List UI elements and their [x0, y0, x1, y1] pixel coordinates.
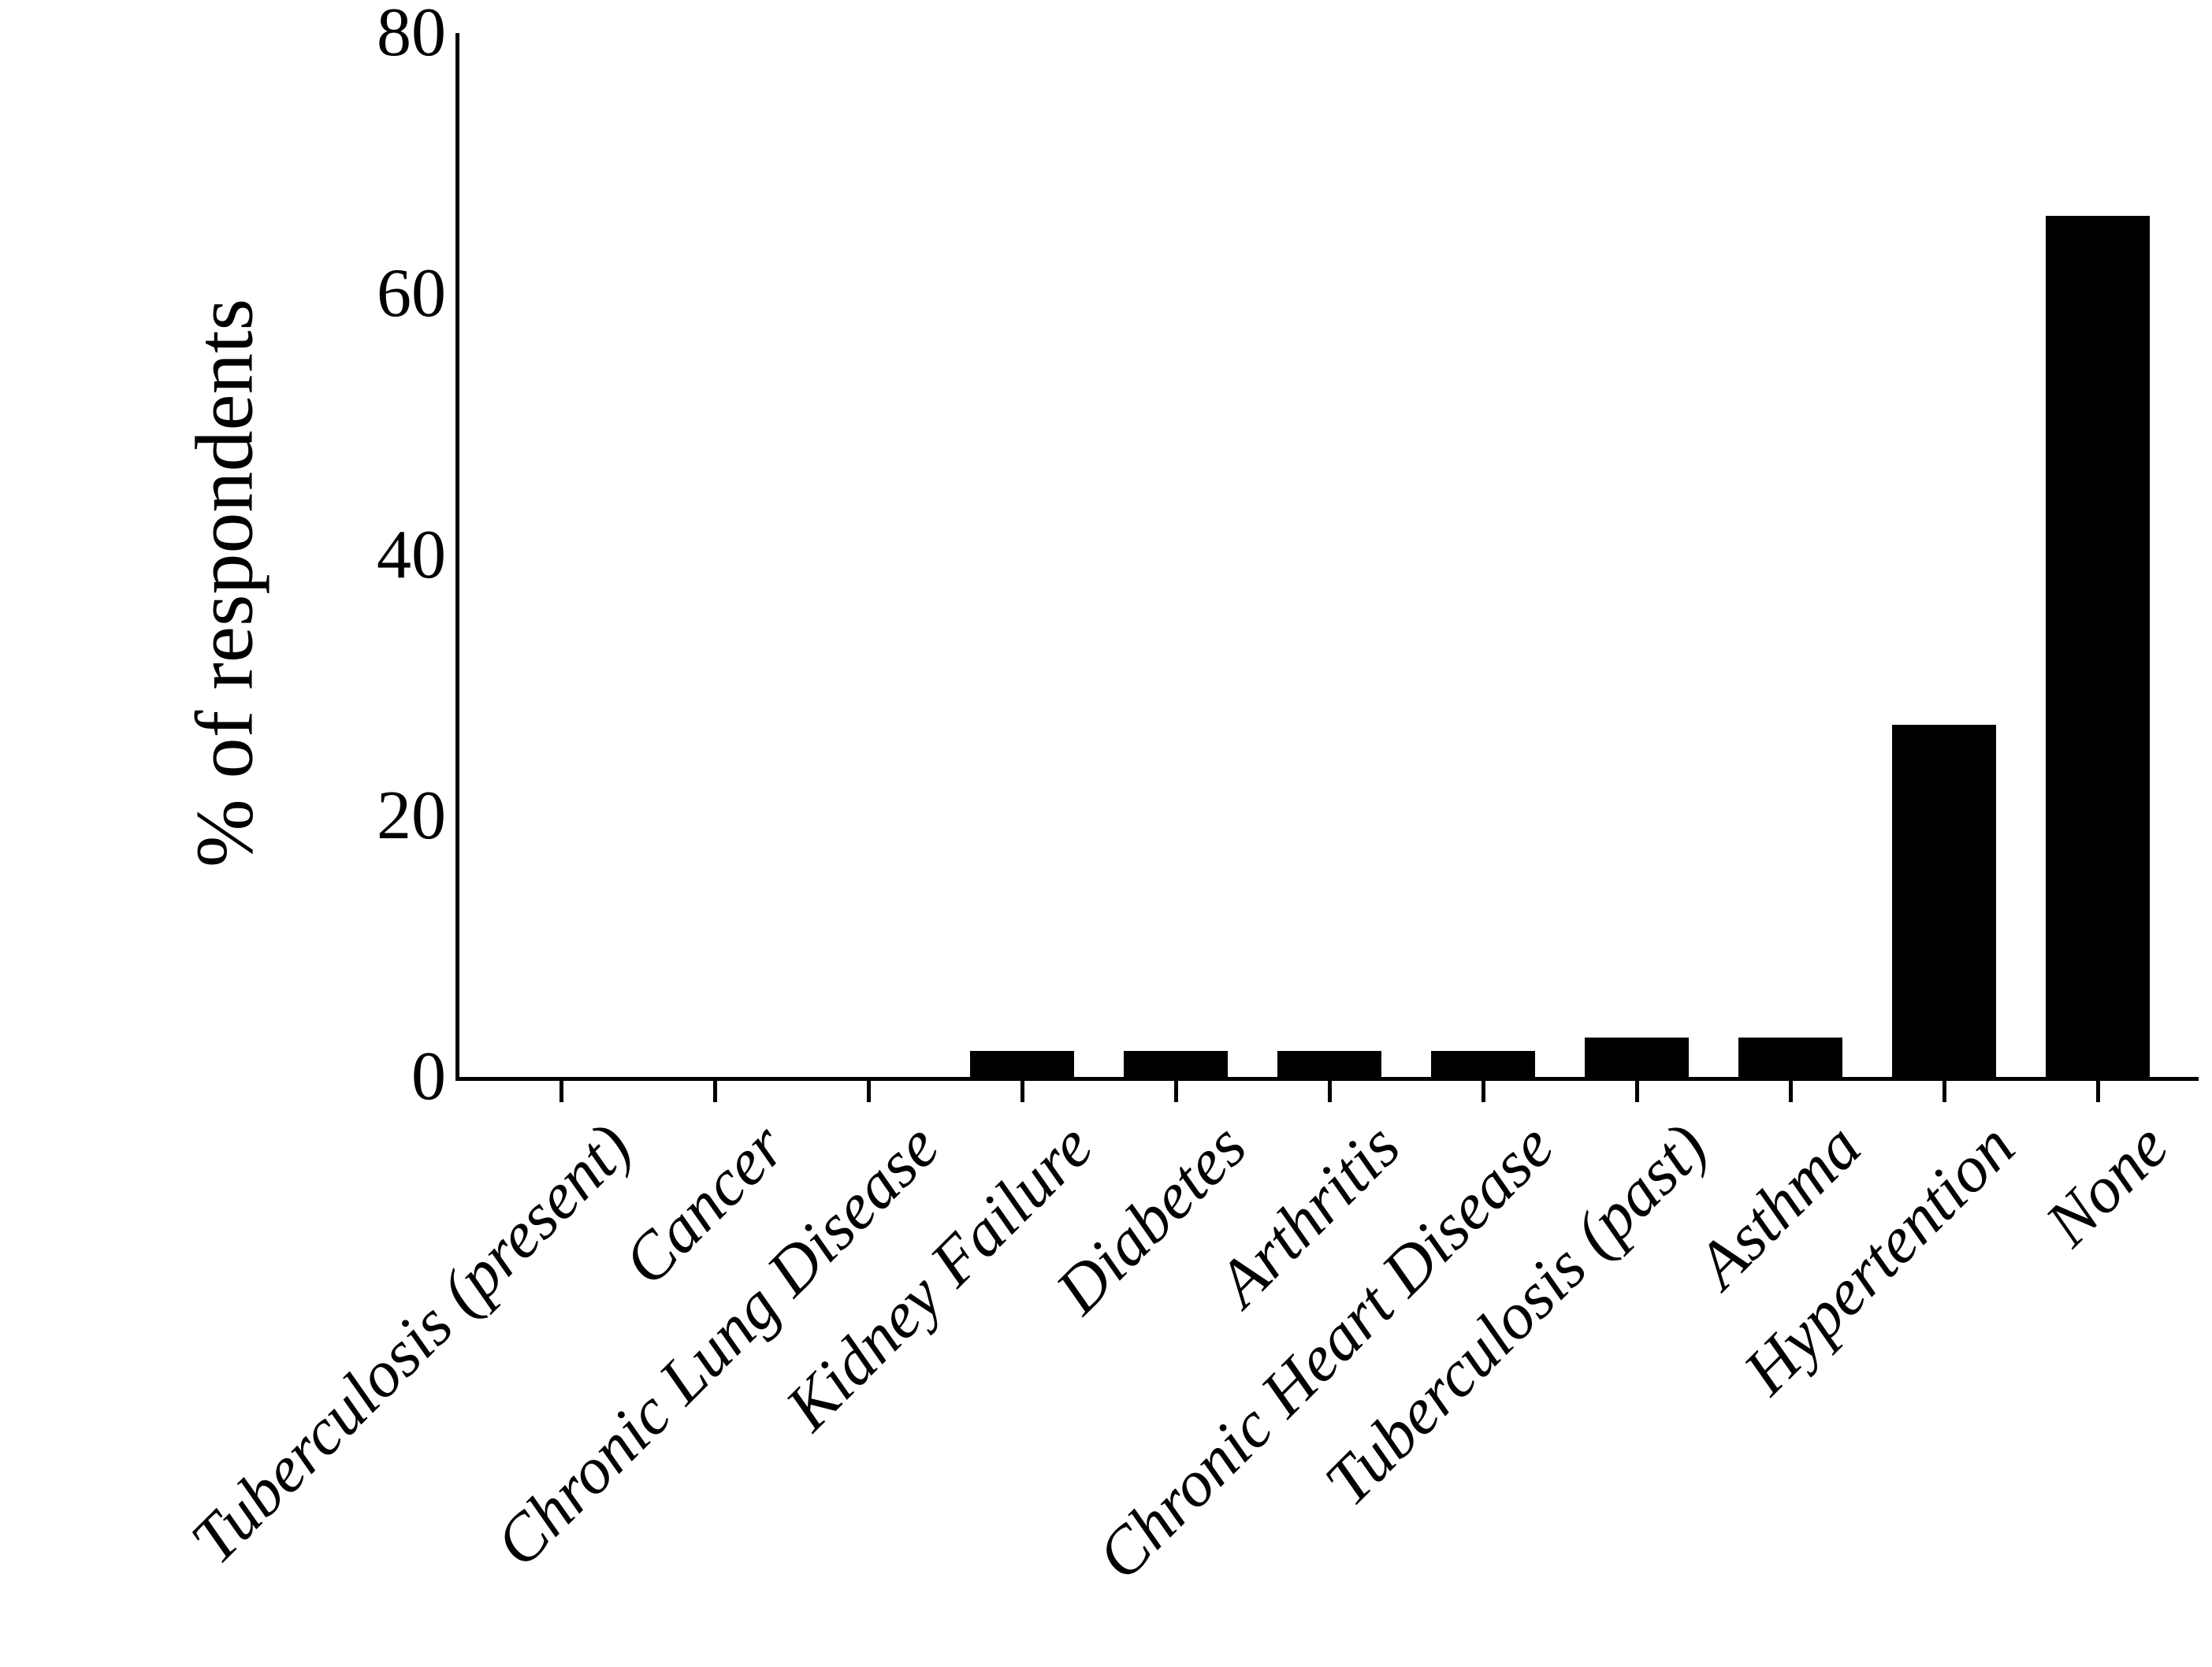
- y-axis-line: [455, 33, 459, 1081]
- x-tick: [2096, 1081, 2100, 1102]
- x-tick: [1635, 1081, 1639, 1102]
- y-tick-label: 60: [377, 255, 446, 332]
- x-tick: [713, 1081, 717, 1102]
- x-tick: [867, 1081, 871, 1102]
- bar: [970, 1050, 1074, 1077]
- bar: [1431, 1050, 1535, 1077]
- bar: [1124, 1050, 1228, 1077]
- bar: [1277, 1050, 1381, 1077]
- x-tick: [1328, 1081, 1332, 1102]
- x-tick: [1942, 1081, 1946, 1102]
- x-axis-category-label: None: [2032, 1109, 2183, 1260]
- x-tick: [1481, 1081, 1485, 1102]
- bar: [1892, 724, 1996, 1077]
- x-axis-line: [455, 1077, 2199, 1081]
- y-tick-label: 20: [377, 777, 446, 854]
- x-tick: [1789, 1081, 1793, 1102]
- y-tick-label: 0: [411, 1038, 446, 1115]
- bar: [2046, 215, 2150, 1077]
- x-tick: [1020, 1081, 1024, 1102]
- y-tick-label: 80: [377, 0, 446, 71]
- bar: [1585, 1038, 1689, 1077]
- y-tick-label: 40: [377, 516, 446, 593]
- bar: [1738, 1038, 1842, 1077]
- y-axis-title: % of respondents: [179, 298, 270, 868]
- x-tick: [560, 1081, 563, 1102]
- x-tick: [1174, 1081, 1178, 1102]
